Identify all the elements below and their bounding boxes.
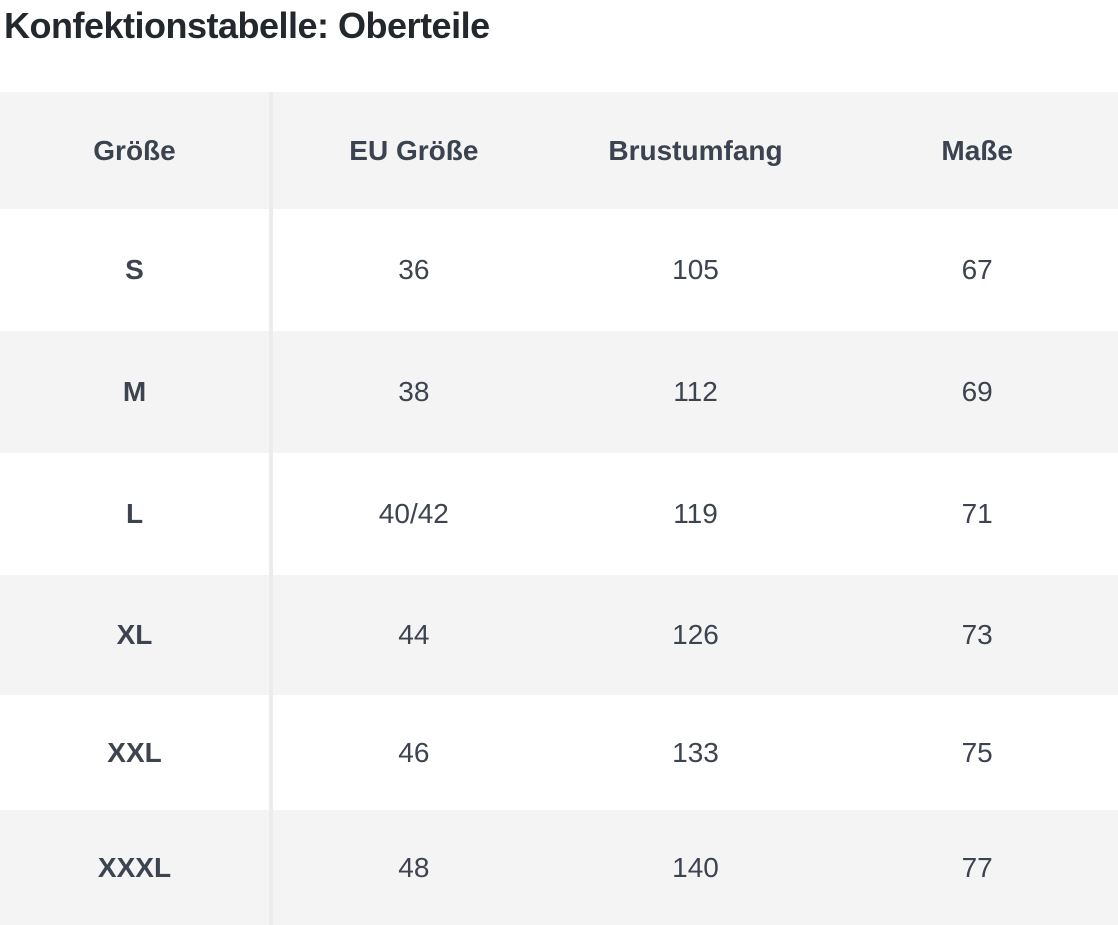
column-header-masse: Maße — [941, 134, 1013, 166]
measure-cell: 77 — [961, 851, 993, 883]
table-row-xxxl: XXXL 48 140 77 — [0, 810, 1118, 925]
table-header-row: Größe EU Größe Brustumfang Maße — [0, 92, 1118, 209]
chest-cell: 105 — [672, 254, 719, 285]
column-header-eu-groesse: EU Größe — [349, 134, 479, 166]
size-cell: XXXL — [0, 810, 273, 925]
size-cell: L — [0, 453, 273, 575]
column-header-brustumfang: Brustumfang — [608, 134, 783, 166]
size-cell: XL — [0, 575, 273, 695]
measure-cell: 75 — [961, 736, 993, 768]
eu-size-cell: 46 — [398, 736, 430, 768]
size-cell: M — [0, 331, 273, 453]
table-row-m: M 38 112 69 — [0, 331, 1118, 453]
table-row-l: L 40/42 119 71 — [0, 453, 1118, 575]
table-row-xxl: XXL 46 133 75 — [0, 695, 1118, 810]
eu-size-cell: 36 — [398, 254, 430, 285]
size-cell: S — [0, 209, 273, 331]
size-cell: XXL — [0, 695, 273, 810]
chest-cell: 119 — [673, 498, 718, 529]
eu-size-cell: 44 — [398, 619, 430, 650]
measure-cell: 67 — [961, 254, 993, 285]
measure-cell: 71 — [961, 498, 993, 529]
eu-size-cell: 48 — [398, 851, 430, 883]
eu-size-cell: 40/42 — [378, 498, 449, 529]
chest-cell: 112 — [673, 376, 718, 407]
table-row-xl: XL 44 126 73 — [0, 575, 1118, 695]
table-row-s: S 36 105 67 — [0, 209, 1118, 331]
page-title: Konfektionstabelle: Oberteile — [4, 5, 490, 46]
measure-cell: 69 — [961, 376, 993, 407]
chest-cell: 133 — [672, 736, 719, 768]
chest-cell: 140 — [672, 851, 719, 883]
measure-cell: 73 — [961, 619, 993, 650]
size-table: Größe EU Größe Brustumfang Maße S 36 105… — [0, 92, 1118, 925]
column-header-groesse: Größe — [0, 92, 273, 209]
eu-size-cell: 38 — [398, 376, 430, 407]
chest-cell: 126 — [672, 619, 719, 650]
